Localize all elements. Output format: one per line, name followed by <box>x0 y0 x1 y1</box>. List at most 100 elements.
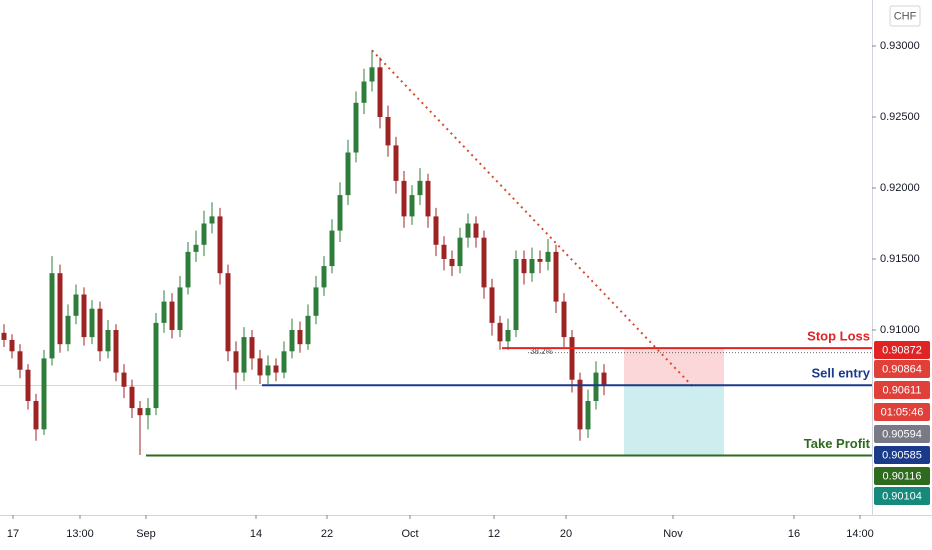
candle-body <box>17 351 23 370</box>
candle-body <box>137 408 143 416</box>
price-tag-label: 0.90872 <box>882 344 922 356</box>
candle-body <box>521 258 527 274</box>
candle-body <box>393 145 399 181</box>
candle-body <box>121 372 127 387</box>
candle-body <box>217 216 223 274</box>
candle-body <box>409 195 415 217</box>
x-tick-label: Nov <box>663 528 683 540</box>
x-tick-label: Oct <box>401 528 418 540</box>
candle-body <box>145 408 151 416</box>
candle-body <box>369 67 375 82</box>
candle-body <box>185 251 191 288</box>
y-tick-label: 0.91000 <box>880 324 920 336</box>
currency-box[interactable] <box>889 5 921 27</box>
candle-body <box>241 337 247 373</box>
risk-zone <box>624 348 724 386</box>
candle-body <box>529 258 535 274</box>
candle-body <box>113 329 119 373</box>
price-tag-label: 0.90864 <box>882 363 922 375</box>
level-label: Stop Loss <box>807 329 870 344</box>
fib-label: 38.2% <box>530 347 553 356</box>
level-label: Sell entry <box>811 366 870 381</box>
candle-body <box>177 287 183 330</box>
candle-body <box>481 237 487 288</box>
currency[interactable]: CHF <box>894 10 917 22</box>
candle-body <box>385 117 391 146</box>
candle-body <box>297 329 303 345</box>
candle-body <box>65 315 71 345</box>
candle-body <box>305 315 311 345</box>
x-tick-label: 16 <box>788 528 800 540</box>
y-tick-label: 0.92500 <box>880 111 920 123</box>
price-tag-label: 01:05:46 <box>881 406 924 418</box>
candle-body <box>425 180 431 217</box>
candle-body <box>9 339 15 352</box>
x-tick-label: 13:00 <box>66 528 94 540</box>
candle-body <box>73 294 79 316</box>
candle-body <box>569 337 575 380</box>
candle-body <box>505 329 511 342</box>
candle-body <box>57 273 63 345</box>
candle-body <box>401 180 407 217</box>
candle-body <box>465 223 471 238</box>
x-tick-label: 22 <box>321 528 333 540</box>
candle-body <box>1 332 7 340</box>
candle-body <box>417 180 423 196</box>
price-tag-label: 0.90116 <box>883 470 922 482</box>
candle-body <box>289 329 295 352</box>
candle-body <box>233 351 239 373</box>
candle-body <box>153 322 159 409</box>
price-tag <box>874 381 930 399</box>
y-tick-label: 0.92000 <box>880 182 920 194</box>
y-tick-label: 0.93000 <box>880 40 920 52</box>
candle-body <box>497 322 503 342</box>
candle-body <box>225 273 231 352</box>
candle-body <box>545 251 551 262</box>
candle-body <box>537 258 543 262</box>
x-tick-label: 20 <box>560 528 572 540</box>
candle-body <box>473 223 479 238</box>
candle-body <box>561 301 567 338</box>
candle-body <box>49 273 55 359</box>
candle-body <box>489 287 495 323</box>
candle-body <box>457 237 463 267</box>
price-tag <box>874 341 930 359</box>
x-tick-label: 17 <box>7 528 19 540</box>
candle-body <box>377 67 383 118</box>
candle-body <box>161 301 167 323</box>
candle-body <box>593 372 599 401</box>
candle-body <box>169 301 175 330</box>
candle-body <box>81 294 87 338</box>
reward-zone <box>624 385 724 456</box>
candle-body <box>201 223 207 245</box>
price-tag <box>874 487 930 505</box>
candle-body <box>601 372 607 386</box>
candle-body <box>273 365 279 373</box>
candle-body <box>433 216 439 245</box>
candle-body <box>265 365 271 376</box>
candle-body <box>97 308 103 352</box>
candle-body <box>209 216 215 224</box>
candle-body <box>25 369 31 401</box>
x-tick-label: 12 <box>488 528 500 540</box>
price-tag <box>874 446 930 464</box>
candle-body <box>449 258 455 267</box>
candle-body <box>361 81 367 103</box>
candle-body <box>281 351 287 373</box>
candle-body <box>249 337 255 359</box>
y-tick-label: 0.91500 <box>880 253 920 265</box>
candle-body <box>321 266 327 288</box>
price-tag-label: 0.90104 <box>882 490 922 502</box>
candle-body <box>193 244 199 252</box>
candle-body <box>129 386 135 409</box>
price-tag <box>874 425 930 443</box>
x-tick-label: 14:00 <box>846 528 874 540</box>
candle-body <box>577 379 583 430</box>
candle-body <box>441 244 447 259</box>
candle-body <box>553 251 559 302</box>
price-tag <box>874 403 930 421</box>
level-label: Take Profit <box>804 436 871 451</box>
candle-body <box>105 329 111 352</box>
